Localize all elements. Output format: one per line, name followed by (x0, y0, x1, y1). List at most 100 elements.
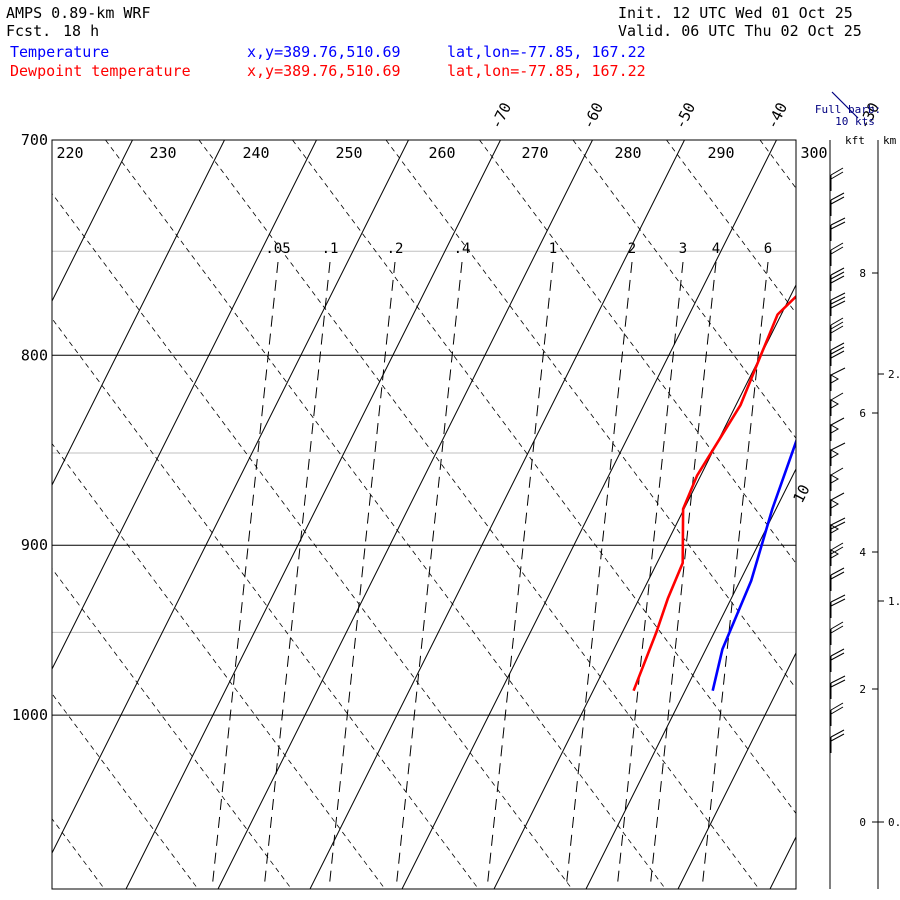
barb-legend-title: Full barb: (815, 103, 881, 116)
model-title: AMPS 0.89-km WRF (6, 4, 151, 22)
wind-barb-feather (830, 192, 845, 201)
mixing-ratio-label: 2 (628, 241, 636, 257)
legend-dewpoint-name: Dewpoint temperature (10, 62, 191, 80)
wind-barb-feather (830, 702, 844, 711)
dry-adiabat-line (572, 140, 796, 439)
wind-barb-feather (830, 217, 846, 226)
isotherm-line (401, 140, 777, 889)
wind-barb-feather (830, 417, 845, 426)
isotherm-label: -60 (579, 100, 607, 132)
wind-barb-feather (830, 521, 846, 530)
mixing-ratio-line (486, 261, 554, 889)
forecast-label: Fcst. (6, 22, 52, 40)
kft-tick-label: 4 (859, 546, 866, 559)
wind-barb-flag (830, 474, 840, 484)
minor-pressure-lines (52, 250, 796, 633)
isotherm-label: -40 (763, 100, 791, 132)
wind-barb-feather (830, 292, 846, 301)
mixing-ratio-label: 1 (549, 241, 557, 257)
dry-adiabat-line (198, 140, 760, 889)
dry-adiabat-label: 260 (428, 144, 455, 162)
wind-barb-feather (830, 300, 846, 309)
isotherm-lines (0, 140, 796, 889)
dry-adiabat-label: 280 (614, 144, 641, 162)
isotherm-line (0, 140, 41, 889)
mixing-ratio-label: 3 (679, 241, 687, 257)
isotherm-line (52, 140, 317, 671)
dry-adiabat-label: 270 (521, 144, 548, 162)
mixing-ratio-line (565, 261, 633, 889)
header: AMPS 0.89-km WRF Fcst. 18 h Init. 12 UTC… (0, 0, 900, 80)
isotherm-line (769, 835, 796, 889)
legend-temperature-latlon: lat,lon=-77.85, 167.22 (447, 43, 646, 61)
km-tick-label: 1. (888, 595, 900, 608)
isotherm-line (52, 140, 133, 303)
dry-adiabat-line (52, 192, 573, 889)
isotherm-line (125, 140, 501, 889)
wind-barb-feather (830, 729, 845, 738)
mixing-ratio-line (701, 261, 769, 889)
wind-barb-feather (830, 517, 846, 526)
dry-adiabat-label: 230 (149, 144, 176, 162)
isotherm-line (493, 283, 796, 889)
wind-barb-feather (830, 271, 845, 280)
wind-barb-feather (830, 625, 844, 634)
dry-adiabat-label: 240 (242, 144, 269, 162)
dry-adiabat-label: 220 (56, 144, 83, 162)
wind-barb-feather (830, 296, 846, 305)
isotherm-line (585, 467, 796, 889)
mixing-ratio-line (616, 261, 684, 889)
wind-barb-feather (830, 675, 846, 684)
mixing-ratio-label: 4 (712, 241, 720, 257)
temperature-line (711, 438, 796, 691)
legend-dewpoint-latlon: lat,lon=-77.85, 167.22 (447, 62, 646, 80)
isotherm-line (52, 140, 225, 487)
mixing-ratio-label: 6 (764, 241, 772, 257)
mixing-ratio-label: .4 (454, 241, 471, 257)
dry-adiabat-lines (52, 140, 900, 889)
legend-dewpoint-xy: x,y=389.76,510.69 (247, 62, 401, 80)
wind-barb-feather (830, 221, 846, 230)
dry-adiabat-label: 250 (335, 144, 362, 162)
mixing-ratio-line (649, 261, 717, 889)
wind-barb-feather (830, 321, 844, 330)
kft-tick-label: 6 (859, 407, 866, 420)
valid-time: Valid. 06 UTC Thu 02 Oct 25 (618, 22, 862, 40)
wind-barb-feather (830, 442, 846, 451)
sounding-series (632, 294, 796, 692)
wind-barb-flag (830, 399, 840, 409)
dry-adiabat-line (52, 317, 479, 889)
wind-barb-flag (830, 374, 840, 384)
forecast-hour: 18 h (63, 22, 100, 40)
pressure-tick-label: 800 (21, 346, 48, 364)
legend-temperature-xy: x,y=389.76,510.69 (247, 43, 401, 61)
wind-barb-feather (830, 196, 845, 205)
dry-adiabat-line (666, 140, 796, 314)
wind-barb-feather (830, 325, 844, 334)
wind-barb-feather (830, 350, 845, 359)
legend-temperature-name: Temperature (10, 43, 110, 61)
isotherm-label: -50 (671, 100, 699, 132)
wind-barb-feather (830, 546, 844, 555)
wind-barb-feather (830, 679, 846, 688)
wind-barb-feather (830, 267, 845, 276)
dry-adiabat-line (52, 568, 292, 889)
kft-tick-label: 8 (859, 267, 866, 280)
wind-barb-feather (830, 492, 845, 501)
kft-label: kft (845, 134, 865, 147)
pressure-tick-label: 900 (21, 536, 48, 554)
mixing-ratio-line (328, 261, 396, 889)
wind-barb-feather (830, 598, 846, 607)
init-time: Init. 12 UTC Wed 01 Oct 25 (618, 4, 853, 22)
wind-barb-flag (830, 424, 840, 434)
isotherm-line (217, 140, 593, 889)
isotherm-line (309, 140, 685, 889)
dry-adiabat-line (854, 140, 900, 889)
mixing-ratio-label: .1 (322, 241, 339, 257)
wind-barb-feather (830, 648, 845, 657)
wind-barb-feather (830, 733, 845, 742)
wind-barb-feather (830, 706, 844, 715)
wind-barb-flag (830, 524, 840, 534)
kft-tick-label: 0 (859, 816, 866, 829)
plot-frame (51, 139, 797, 890)
